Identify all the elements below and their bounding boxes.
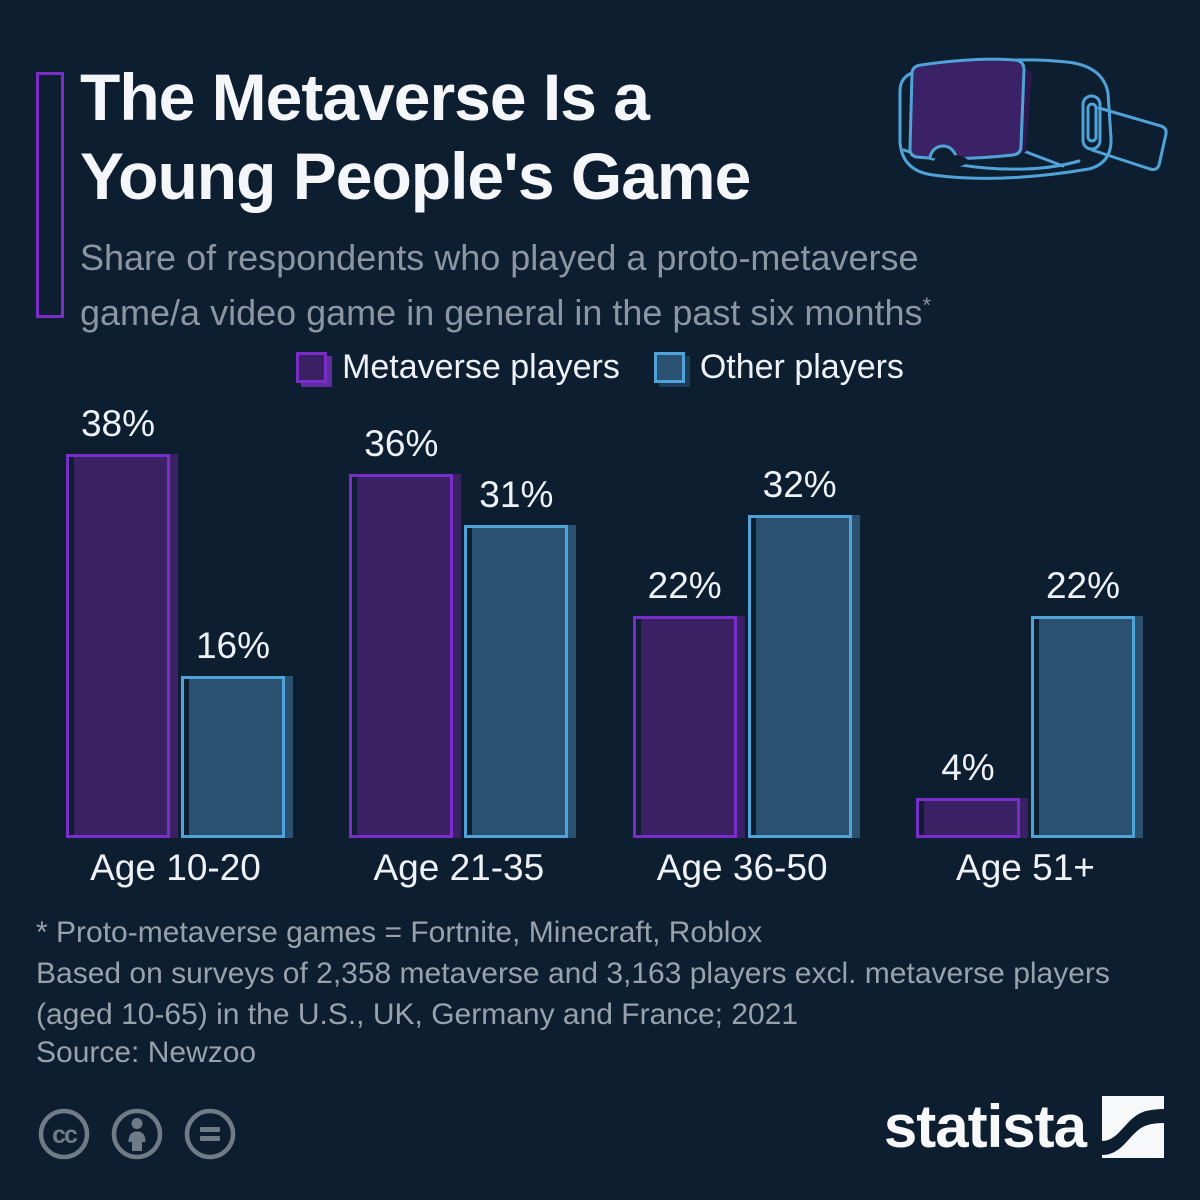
footnotes: * Proto-metaverse games = Fortnite, Mine… — [36, 912, 1110, 1035]
equals-icon — [184, 1108, 236, 1160]
other-bar-column: 22% — [1030, 562, 1143, 838]
chart-title-line-1: The Metaverse Is a — [80, 60, 650, 134]
bar-pair: 38% 16% — [66, 400, 293, 838]
metaverse-bar-column: 38% — [66, 400, 178, 838]
other-bar-column: 31% — [464, 471, 577, 838]
bar-value-label: 4% — [941, 747, 995, 788]
attribution-icon — [111, 1108, 163, 1160]
bar-pair: 22% 32% — [632, 461, 860, 838]
category-label: Age 51+ — [956, 847, 1095, 888]
bar-value-label: 38% — [80, 403, 156, 444]
bar-group: 22% 32% Age 36-50 — [632, 461, 860, 891]
bar-pair: 4% 22% — [915, 562, 1143, 838]
metaverse-bar — [349, 474, 462, 838]
bar-pair: 36% 31% — [349, 420, 577, 838]
bar-group: 36% 31% Age 21-35 — [349, 420, 577, 891]
bar-chart: 38% 16% Age 10-20 36% 31% Age 21-35 22% 32% Age … — [66, 400, 1143, 891]
legend-swatch-other — [653, 352, 685, 383]
bar-value-label: 22% — [647, 565, 722, 606]
footnote-line-3: (aged 10-65) in the U.S., UK, Germany an… — [36, 998, 799, 1031]
category-label: Age 21-35 — [373, 847, 545, 888]
bar-group: 38% 16% Age 10-20 — [66, 400, 293, 891]
footnote-marker: * — [922, 292, 931, 317]
chart-title: The Metaverse Is a Young People's Game — [80, 58, 751, 216]
chart-subtitle: Share of respondents who played a proto-… — [80, 234, 931, 336]
legend-item-other: Other players — [653, 348, 904, 387]
bar-value-label: 16% — [195, 625, 271, 666]
bar-value-label: 22% — [1045, 565, 1121, 606]
other-bar-column: 32% — [747, 461, 860, 838]
metaverse-bar — [915, 798, 1028, 838]
chart-subtitle-line-2: game/a video game in general in the past… — [80, 292, 931, 333]
footnote-line-2: Based on surveys of 2,358 metaverse and … — [36, 957, 1110, 990]
source-label: Source: Newzoo — [36, 1036, 257, 1069]
metaverse-bar-column: 4% — [915, 744, 1028, 838]
other-bar — [181, 676, 293, 838]
title-accent-bar — [36, 72, 64, 318]
other-bar — [747, 515, 860, 838]
statista-logo-text: statista — [883, 1093, 1087, 1160]
bar-value-label: 36% — [364, 423, 439, 464]
category-label: Age 10-20 — [90, 847, 261, 888]
bar-groups: 38% 16% Age 10-20 36% 31% Age 21-35 22% 32% Age … — [66, 400, 1143, 891]
metaverse-bar — [632, 616, 745, 838]
bar-value-label: 32% — [762, 464, 837, 505]
bar-value-label: 31% — [479, 474, 554, 515]
legend-item-metaverse: Metaverse players — [296, 348, 620, 387]
metaverse-bar — [66, 454, 178, 838]
legend-swatch-metaverse — [296, 352, 328, 383]
other-bar-column: 16% — [181, 622, 293, 838]
footnote-line-1: * Proto-metaverse games = Fortnite, Mine… — [36, 916, 763, 949]
statista-logo-mark — [1102, 1096, 1164, 1158]
license-badges: cc — [36, 1106, 238, 1162]
metaverse-bar-column: 36% — [349, 420, 462, 838]
vr-headset-icon — [898, 57, 1168, 180]
chart-subtitle-line-1: Share of respondents who played a proto-… — [80, 237, 919, 278]
metaverse-bar-column: 22% — [632, 562, 745, 838]
other-bar — [1030, 616, 1143, 838]
other-bar — [464, 525, 577, 838]
legend-label-metaverse: Metaverse players — [342, 348, 620, 386]
bar-group: 4% 22% Age 51+ — [915, 562, 1143, 891]
cc-icon: cc — [38, 1108, 90, 1160]
svg-text:cc: cc — [52, 1121, 78, 1149]
chart-title-line-2: Young People's Game — [80, 139, 751, 213]
legend-label-other: Other players — [699, 348, 904, 386]
legend: Metaverse players Other players — [0, 348, 1200, 387]
statista-logo: statista — [884, 1096, 1164, 1158]
category-label: Age 36-50 — [656, 847, 828, 888]
